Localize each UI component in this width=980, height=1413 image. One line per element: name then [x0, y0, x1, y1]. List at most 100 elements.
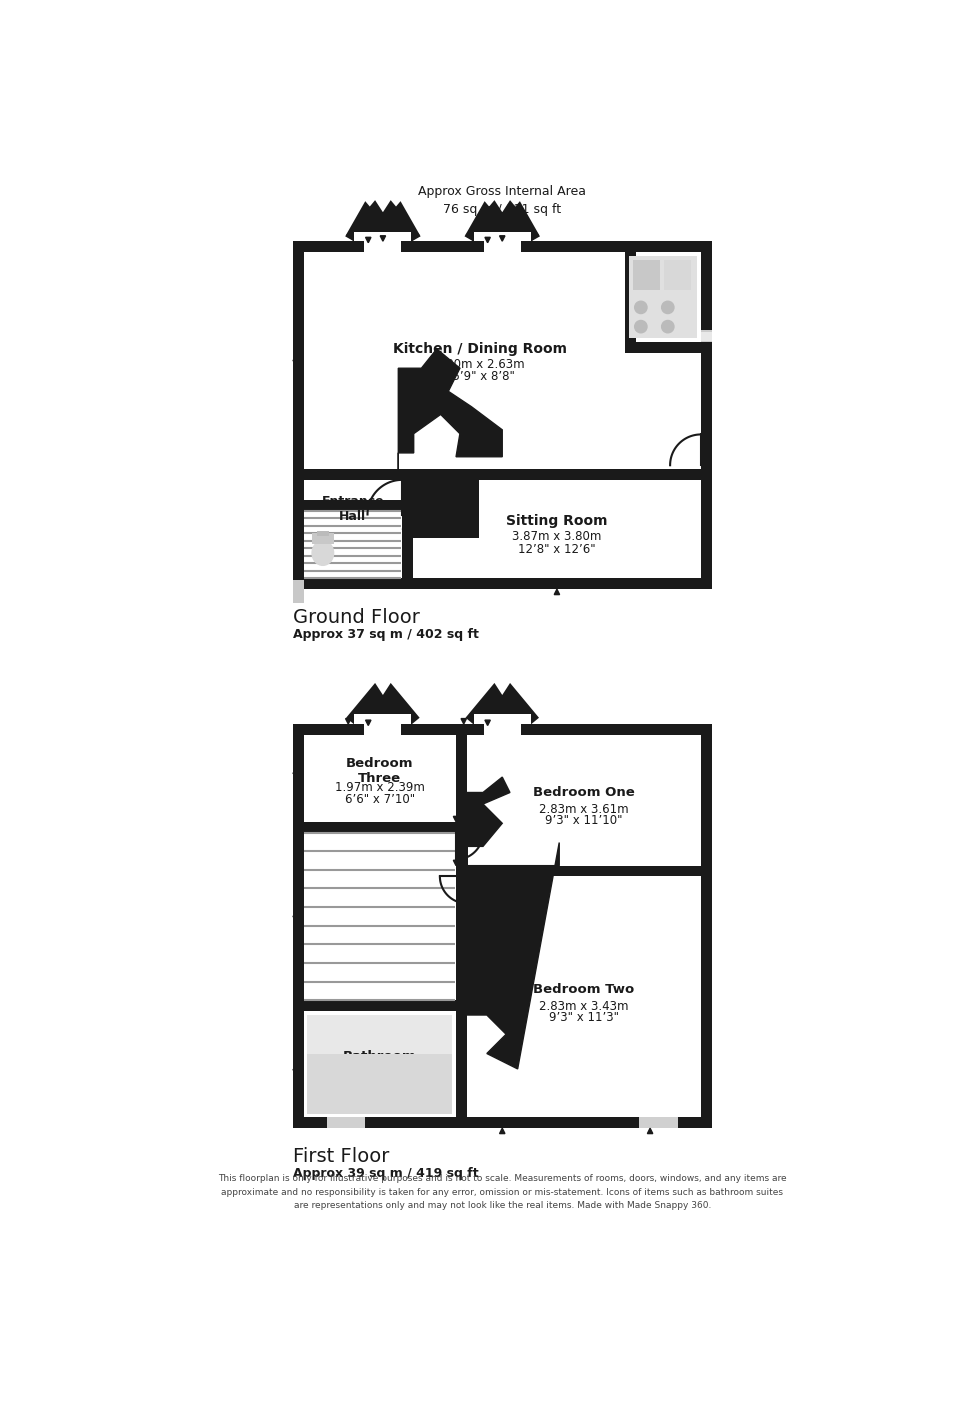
Bar: [293, 242, 304, 589]
Text: Sitting Room: Sitting Room: [507, 514, 608, 528]
Text: Ground Floor: Ground Floor: [293, 609, 419, 627]
Bar: [664, 260, 691, 291]
Polygon shape: [707, 531, 711, 537]
Circle shape: [635, 321, 647, 333]
Bar: [293, 579, 304, 603]
Polygon shape: [293, 357, 298, 363]
Bar: [478, 230, 526, 242]
Text: Bedroom
Three: Bedroom Three: [346, 756, 414, 784]
Bar: [639, 1118, 678, 1128]
Bar: [629, 256, 697, 294]
Polygon shape: [293, 1067, 298, 1072]
Polygon shape: [398, 349, 503, 476]
Polygon shape: [500, 236, 505, 242]
Text: Approx 39 sq m / 419 sq ft: Approx 39 sq m / 419 sq ft: [293, 1167, 478, 1180]
Text: 12’8" x 12’6": 12’8" x 12’6": [518, 543, 596, 555]
Bar: [355, 232, 412, 242]
Bar: [484, 242, 520, 252]
Ellipse shape: [312, 541, 333, 565]
Bar: [625, 252, 636, 353]
Bar: [625, 342, 701, 353]
Polygon shape: [366, 721, 371, 725]
Bar: [304, 500, 402, 510]
Circle shape: [662, 301, 674, 314]
Text: 2.83m x 3.43m: 2.83m x 3.43m: [539, 999, 628, 1013]
Text: Bedroom Two: Bedroom Two: [533, 982, 634, 996]
Text: First Floor: First Floor: [293, 1147, 389, 1167]
Bar: [466, 866, 711, 876]
Bar: [293, 578, 711, 589]
Ellipse shape: [334, 1070, 366, 1096]
Polygon shape: [293, 770, 298, 776]
Polygon shape: [485, 237, 490, 243]
Bar: [293, 1118, 711, 1128]
Polygon shape: [346, 719, 351, 723]
Circle shape: [662, 321, 674, 333]
Text: This floorplan is only for illustrative purposes and is not to scale. Measuremen: This floorplan is only for illustrative …: [218, 1174, 787, 1210]
Polygon shape: [402, 527, 408, 531]
Polygon shape: [293, 914, 298, 918]
Bar: [293, 242, 711, 252]
Text: Approx Gross Internal Area
76 sq m / 821 sq ft: Approx Gross Internal Area 76 sq m / 821…: [418, 185, 586, 216]
Bar: [402, 469, 711, 480]
Polygon shape: [454, 817, 459, 822]
Polygon shape: [366, 237, 371, 243]
Bar: [466, 876, 532, 918]
Text: 2.83m x 3.61m: 2.83m x 3.61m: [539, 803, 629, 815]
Text: 1.96m x 1.97m: 1.96m x 1.97m: [335, 1067, 424, 1080]
Text: 6’5" x 6’6": 6’5" x 6’6": [349, 1078, 412, 1092]
Text: Approx 37 sq m / 402 sq ft: Approx 37 sq m / 402 sq ft: [293, 627, 478, 640]
Text: 3.87m x 3.80m: 3.87m x 3.80m: [513, 530, 602, 544]
Text: Entrance
Hall: Entrance Hall: [321, 495, 384, 523]
Text: 4.80m x 2.63m: 4.80m x 2.63m: [435, 357, 524, 370]
Bar: [701, 242, 711, 589]
Bar: [633, 260, 661, 291]
Text: 15’9" x 8’8": 15’9" x 8’8": [445, 370, 514, 383]
Polygon shape: [380, 236, 385, 242]
Bar: [701, 723, 711, 1128]
Bar: [304, 1000, 456, 1012]
Bar: [293, 723, 304, 1128]
Bar: [473, 232, 531, 242]
Polygon shape: [707, 1000, 711, 1006]
Bar: [629, 292, 697, 338]
Polygon shape: [555, 589, 560, 595]
Bar: [402, 480, 479, 537]
Bar: [293, 822, 456, 832]
Polygon shape: [707, 357, 711, 363]
Polygon shape: [500, 1128, 505, 1133]
Bar: [359, 230, 407, 242]
Bar: [308, 1015, 452, 1113]
Bar: [355, 715, 412, 723]
Polygon shape: [466, 777, 560, 1068]
Circle shape: [635, 301, 647, 314]
Bar: [701, 332, 711, 341]
Bar: [293, 469, 402, 480]
Text: 1.97m x 2.39m: 1.97m x 2.39m: [335, 781, 424, 794]
Bar: [365, 723, 402, 735]
Bar: [456, 735, 466, 1118]
Bar: [326, 1118, 366, 1128]
Text: Bedroom One: Bedroom One: [533, 786, 635, 798]
Bar: [484, 723, 520, 735]
Bar: [330, 1077, 369, 1092]
Text: 9’3" x 11’3": 9’3" x 11’3": [549, 1012, 619, 1024]
Text: 6’6" x 7’10": 6’6" x 7’10": [345, 793, 415, 805]
Polygon shape: [461, 719, 466, 723]
Bar: [402, 469, 413, 589]
Polygon shape: [485, 721, 490, 725]
Text: Bathroom: Bathroom: [343, 1050, 416, 1063]
Polygon shape: [648, 1128, 653, 1133]
Bar: [293, 242, 711, 252]
Bar: [312, 533, 333, 544]
Bar: [293, 723, 711, 735]
Polygon shape: [454, 861, 459, 866]
Polygon shape: [707, 797, 711, 803]
Bar: [701, 331, 711, 342]
Text: Kitchen / Dining Room: Kitchen / Dining Room: [393, 342, 566, 356]
Bar: [317, 531, 329, 536]
Text: 9’3" x 11’10": 9’3" x 11’10": [545, 814, 622, 828]
Bar: [308, 1054, 452, 1113]
Bar: [365, 242, 402, 252]
Bar: [473, 715, 531, 723]
